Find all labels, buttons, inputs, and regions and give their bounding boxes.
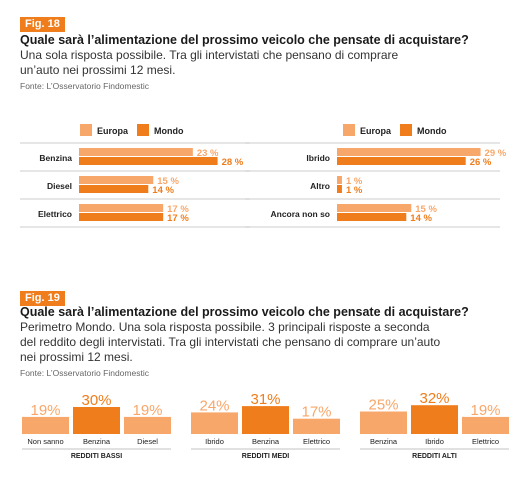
fig19-subtitle-line2: del reddito degli intervistati. Tra gli …	[20, 335, 441, 349]
category-label: Non sanno	[27, 437, 63, 446]
bar-europa	[337, 148, 481, 156]
category-label: Ibrido	[306, 153, 330, 163]
bar	[293, 418, 340, 434]
bar-mondo	[79, 185, 149, 193]
value-label: 32%	[419, 390, 449, 407]
legend-label-mondo: Mondo	[417, 126, 447, 136]
bar	[360, 411, 407, 434]
legend-label-europa: Europa	[360, 126, 392, 136]
legend-swatch-mondo	[400, 124, 412, 136]
group-label: REDDITI MEDI	[242, 453, 290, 460]
legend-swatch-mondo	[137, 124, 149, 136]
category-label: Elettrico	[303, 437, 330, 446]
category-label: Ibrido	[425, 437, 444, 446]
bar	[462, 416, 509, 434]
legend-label-europa: Europa	[97, 126, 129, 136]
legend-swatch-europa	[343, 124, 355, 136]
value-label-mondo: 26 %	[470, 157, 492, 168]
bar	[242, 406, 289, 434]
bar-mondo	[79, 213, 164, 221]
bar-mondo	[337, 185, 342, 193]
value-label-europa: 15 %	[157, 176, 179, 187]
bar-europa	[79, 176, 154, 184]
category-label: Altro	[310, 181, 330, 191]
value-label-europa: 1 %	[346, 176, 363, 187]
category-label: Benzina	[252, 437, 280, 446]
category-label: Elettrico	[38, 209, 72, 219]
value-label-mondo: 14 %	[410, 213, 432, 224]
value-label: 24%	[199, 397, 229, 414]
value-label: 17%	[301, 404, 331, 421]
bar-europa	[79, 204, 164, 212]
fig18-subtitle-line1: Una sola risposta possibile. Tra gli int…	[20, 48, 399, 62]
legend-swatch-europa	[80, 124, 92, 136]
fig19-source: Fonte: L’Osservatorio Findomestic	[20, 368, 149, 378]
fig18-title: Quale sarà l’alimentazione del prossimo …	[20, 33, 469, 47]
fig18-subtitle-line2: un’auto nei prossimi 12 mesi.	[20, 63, 176, 77]
value-label-mondo: 1 %	[346, 185, 363, 196]
value-label: 31%	[250, 391, 280, 408]
value-label: 19%	[30, 402, 60, 419]
category-label: Diesel	[47, 181, 72, 191]
value-label-europa: 15 %	[415, 204, 437, 215]
fig19-subtitle-line3: nei prossimi 12 mesi.	[20, 350, 133, 364]
bar-mondo	[79, 157, 218, 165]
value-label-mondo: 28 %	[222, 157, 244, 168]
category-label: Diesel	[137, 437, 158, 446]
category-label: Benzina	[83, 437, 111, 446]
bar	[411, 405, 458, 434]
value-label: 19%	[470, 402, 500, 419]
legend-label-mondo: Mondo	[154, 126, 184, 136]
bar	[191, 412, 238, 434]
category-label: Benzina	[370, 437, 398, 446]
bar	[124, 416, 171, 434]
bar	[22, 416, 69, 434]
fig19-subtitle-line1: Perimetro Mondo. Una sola risposta possi…	[20, 320, 430, 334]
value-label: 30%	[81, 392, 111, 409]
bar	[73, 407, 120, 434]
category-label: Ibrido	[205, 437, 224, 446]
fig18-source: Fonte: L’Osservatorio Findomestic	[20, 81, 149, 91]
category-label: Elettrico	[472, 437, 499, 446]
bar-europa	[79, 148, 193, 156]
bar-mondo	[337, 157, 466, 165]
value-label: 19%	[132, 402, 162, 419]
category-label: Benzina	[39, 153, 72, 163]
bar-europa	[337, 176, 342, 184]
fig19-title: Quale sarà l’alimentazione del prossimo …	[20, 305, 469, 319]
bar-europa	[337, 204, 412, 212]
value-label-mondo: 14 %	[152, 185, 174, 196]
group-label: REDDITI ALTI	[412, 453, 457, 460]
value-label-europa: 17 %	[167, 204, 189, 215]
value-label-europa: 29 %	[485, 148, 507, 159]
group-label: REDDITI BASSI	[71, 453, 122, 460]
value-label-mondo: 17 %	[167, 213, 189, 224]
category-label: Ancora non so	[270, 209, 330, 219]
fig19-tag: Fig. 19	[20, 291, 65, 306]
bar-mondo	[337, 213, 407, 221]
value-label-europa: 23 %	[197, 148, 219, 159]
value-label: 25%	[368, 397, 398, 414]
fig18-tag: Fig. 18	[20, 17, 65, 32]
